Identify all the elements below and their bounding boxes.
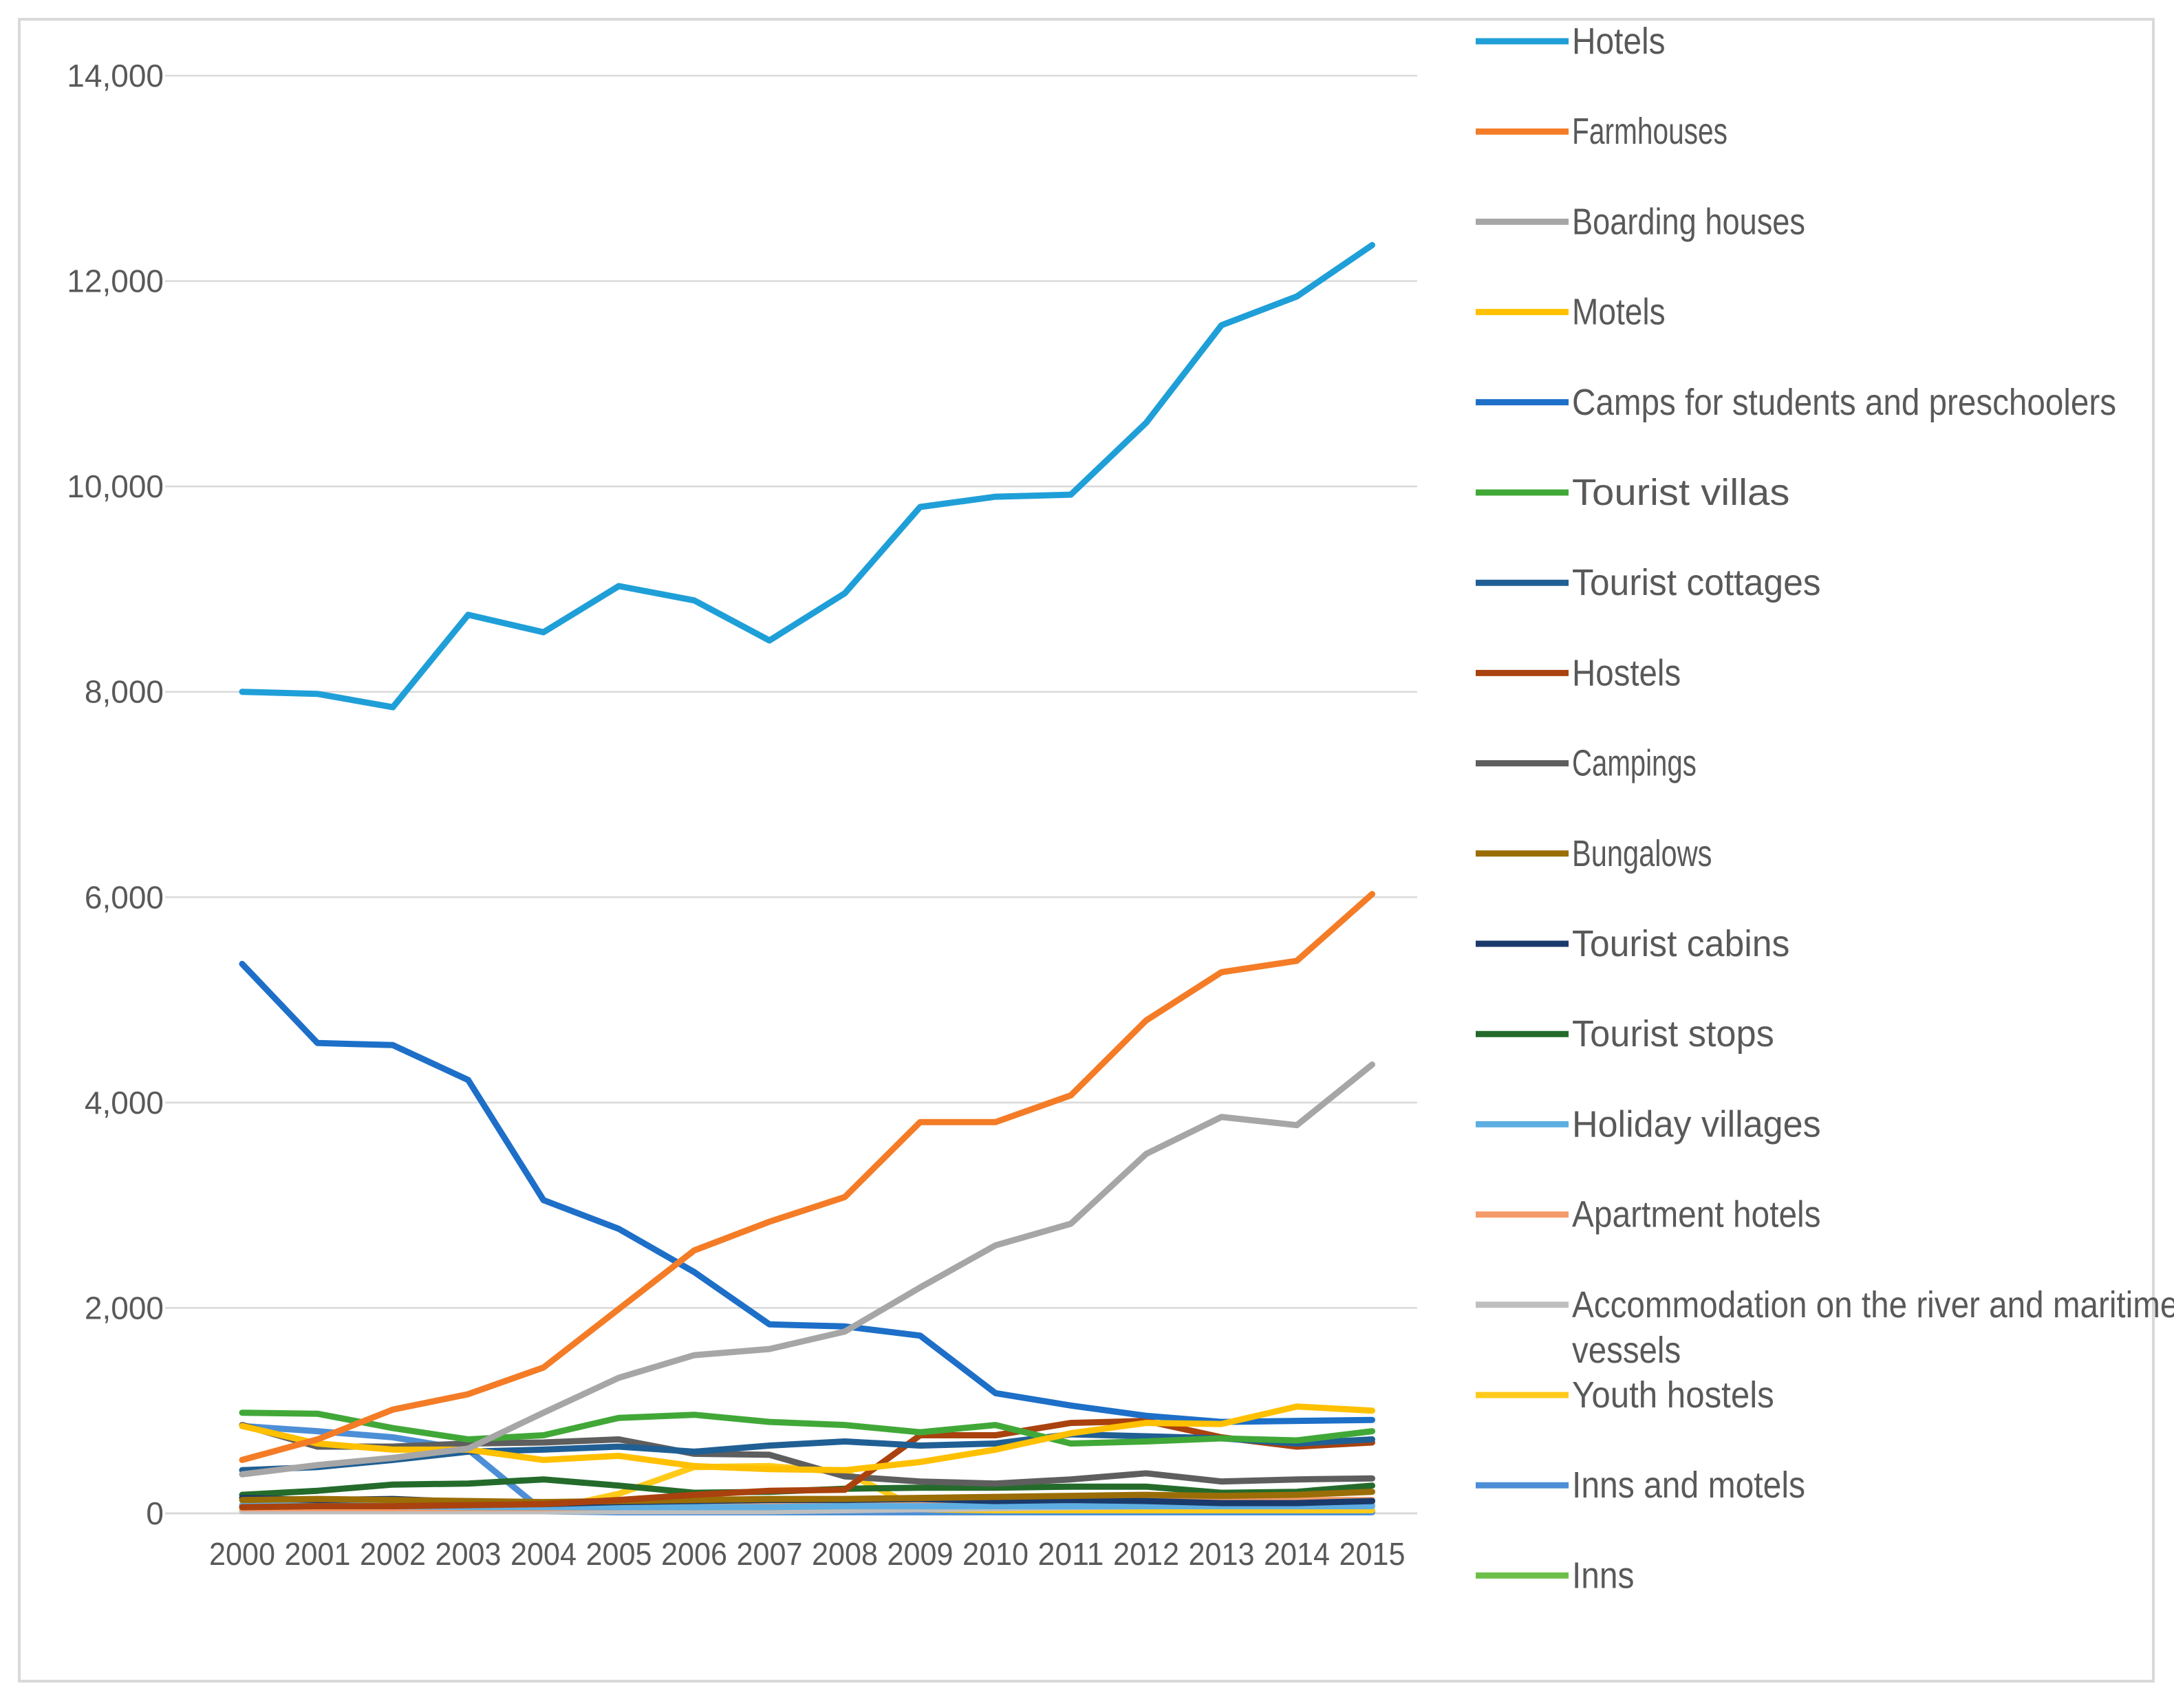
- y-tick-label: 6,000: [85, 879, 164, 915]
- y-tick-label: 14,000: [67, 58, 164, 94]
- legend-label: Hotels: [1572, 21, 1666, 62]
- legend-label: Motels: [1572, 292, 1666, 333]
- legend-label: Inns and motels: [1572, 1464, 1805, 1506]
- x-tick-label: 2013: [1189, 1536, 1255, 1572]
- legend-label: Apartment hotels: [1572, 1194, 1821, 1235]
- y-axis: 0 2,000 4,000 6,000 8,000 10,000 12,000 14,000: [67, 58, 164, 1531]
- legend-label: Farmhouses: [1572, 111, 1728, 152]
- x-tick-label: 2015: [1339, 1536, 1406, 1572]
- y-tick-label: 12,000: [67, 263, 164, 299]
- legend-item: Inns: [1476, 1555, 1634, 1596]
- x-tick-label: 2014: [1264, 1536, 1330, 1572]
- legend-item: Tourist villas: [1476, 472, 1789, 513]
- x-tick-label: 2000: [209, 1536, 275, 1572]
- x-tick-label: 2012: [1113, 1536, 1179, 1572]
- legend-label: Camps for students and preschoolers: [1572, 382, 2116, 423]
- x-tick-label: 2010: [962, 1536, 1029, 1572]
- x-axis: 2000 2001 2002 2003 2004 2005 2006 2007 2008 2009…: [209, 1536, 1406, 1572]
- legend-label: Bungalows: [1572, 833, 1712, 874]
- series-line-motels: [239, 1403, 1375, 1473]
- series-line-camps-for-students-and-preschoolers: [239, 960, 1375, 1425]
- legend-label: vessels: [1572, 1330, 1681, 1371]
- legend-item: Camps for students and preschoolers: [1476, 382, 2116, 423]
- x-tick-label: 2007: [737, 1536, 803, 1572]
- y-tick-label: 0: [146, 1495, 164, 1531]
- legend-label: Tourist villas: [1572, 472, 1789, 513]
- legend-label: Youth hostels: [1572, 1374, 1774, 1416]
- legend-item: Hotels: [1476, 21, 1666, 62]
- series-line-hostels: [239, 1418, 1375, 1511]
- legend-label: Tourist stops: [1572, 1013, 1774, 1055]
- legend-label: Accommodation on the river and maritime: [1572, 1284, 2174, 1326]
- series-line-hotels: [239, 241, 1375, 711]
- legend-label: Campings: [1572, 743, 1697, 784]
- y-tick-label: 2,000: [85, 1290, 164, 1326]
- legend-item: Motels: [1476, 292, 1666, 333]
- legend-label: Boarding houses: [1572, 201, 1805, 242]
- series-line-boarding-houses: [239, 1061, 1375, 1478]
- x-tick-label: 2009: [887, 1536, 954, 1572]
- legend-item: Campings: [1476, 743, 1697, 784]
- legend-label: Tourist cabins: [1572, 923, 1789, 964]
- series-line-tourist-villas: [239, 1409, 1375, 1447]
- legend-item: Boarding houses: [1476, 201, 1805, 242]
- series-line-campings: [239, 1422, 1375, 1487]
- series-line-farmhouses: [239, 891, 1375, 1463]
- legend-item: Tourist stops: [1476, 1013, 1774, 1055]
- legend-item: Apartment hotels: [1476, 1194, 1821, 1235]
- x-tick-label: 2011: [1038, 1536, 1104, 1572]
- legend: Hotels Farmhouses Boarding houses Motels Cam…: [1476, 21, 2174, 1596]
- gridlines: [165, 74, 1417, 1309]
- legend-item: Tourist cabins: [1476, 923, 1789, 964]
- legend-item: Accommodation on the river and maritimev…: [1476, 1284, 2174, 1371]
- y-tick-label: 4,000: [85, 1085, 164, 1121]
- x-tick-label: 2008: [812, 1536, 878, 1572]
- legend-label: Inns: [1572, 1555, 1634, 1596]
- legend-item: Inns and motels: [1476, 1464, 1805, 1506]
- x-tick-label: 2005: [586, 1536, 652, 1572]
- legend-label: Tourist cottages: [1572, 562, 1821, 603]
- legend-item: Tourist cottages: [1476, 562, 1821, 603]
- x-tick-label: 2002: [360, 1536, 426, 1572]
- x-tick-label: 2001: [285, 1536, 351, 1572]
- x-tick-label: 2006: [661, 1536, 727, 1572]
- legend-item: Youth hostels: [1476, 1374, 1774, 1416]
- x-tick-label: 2004: [510, 1536, 577, 1572]
- legend-item: Bungalows: [1476, 833, 1712, 874]
- legend-label: Holiday villages: [1572, 1103, 1821, 1145]
- plot-area: [239, 241, 1375, 1515]
- y-tick-label: 8,000: [85, 674, 164, 710]
- x-tick-label: 2003: [435, 1536, 502, 1572]
- series-line-bungalows: [239, 1489, 1375, 1506]
- legend-label: Hostels: [1572, 652, 1681, 693]
- legend-item: Holiday villages: [1476, 1103, 1821, 1145]
- legend-item: Hostels: [1476, 652, 1681, 693]
- legend-item: Farmhouses: [1476, 111, 1728, 152]
- y-tick-label: 10,000: [67, 468, 164, 504]
